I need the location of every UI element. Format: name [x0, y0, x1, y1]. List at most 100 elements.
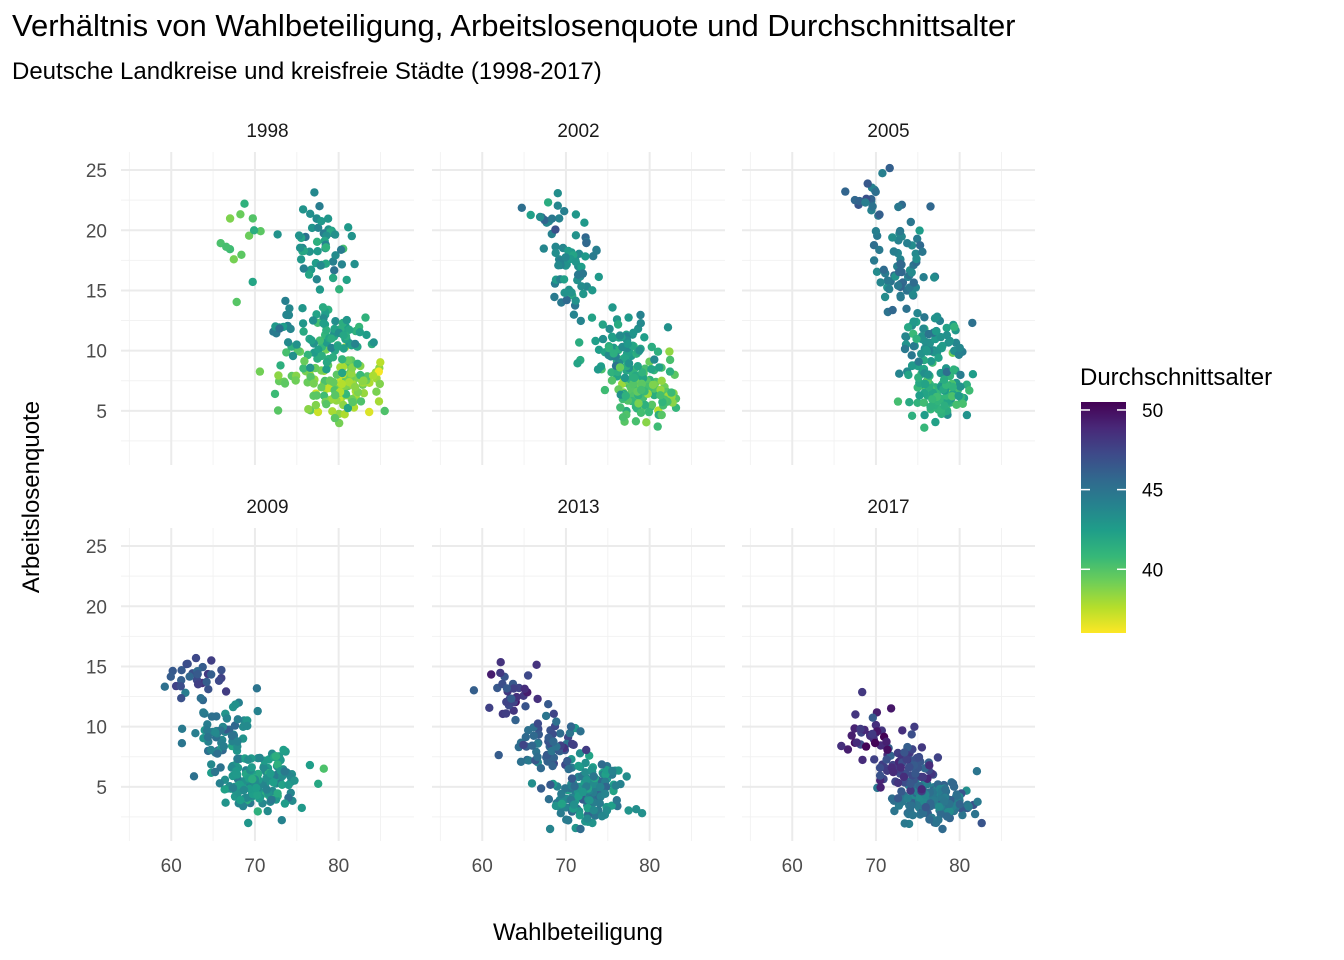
data-point [667, 388, 676, 397]
data-point [954, 350, 964, 359]
data-point [556, 809, 565, 818]
data-point [903, 323, 913, 332]
data-point [543, 198, 553, 207]
data-point [216, 763, 225, 772]
data-point [630, 373, 639, 382]
data-point [281, 296, 290, 306]
data-point [560, 288, 569, 297]
data-point [900, 819, 909, 828]
data-point [544, 700, 553, 709]
y-tick-label: 10 [86, 342, 107, 363]
data-point [573, 359, 582, 368]
data-point [575, 749, 585, 758]
data-point [934, 353, 943, 362]
data-point [344, 356, 353, 365]
data-point [563, 756, 572, 766]
x-tick-label: 70 [555, 856, 576, 877]
data-point [925, 815, 934, 824]
data-point [600, 385, 610, 395]
data-point [574, 761, 583, 771]
data-point [496, 668, 505, 678]
chart-title: Verhältnis von Wahlbeteiligung, Arbeitsl… [12, 8, 1016, 43]
data-point [263, 806, 272, 816]
data-point [533, 694, 542, 704]
data-point [233, 737, 242, 746]
data-point [316, 261, 325, 270]
facet-label: 2002 [557, 121, 599, 142]
data-point [593, 365, 603, 374]
data-point [902, 332, 911, 342]
data-point [614, 766, 623, 775]
data-point [868, 202, 877, 211]
data-point [907, 351, 916, 360]
data-point [647, 365, 656, 374]
data-point [638, 368, 647, 377]
data-point [875, 245, 884, 255]
data-point [607, 368, 616, 377]
data-point [313, 247, 322, 256]
data-point [309, 379, 318, 388]
data-point [581, 768, 590, 777]
data-point [331, 317, 340, 326]
data-point [582, 775, 591, 784]
data-point [345, 325, 354, 334]
data-point [271, 752, 281, 761]
data-point [303, 350, 312, 360]
data-point [608, 766, 617, 776]
data-point [841, 187, 850, 196]
data-point [576, 824, 585, 834]
data-point [915, 226, 924, 235]
data-point [920, 410, 929, 420]
data-point [317, 383, 326, 392]
data-point [318, 303, 328, 312]
data-point [922, 347, 932, 356]
data-point [886, 704, 896, 713]
data-point [273, 789, 282, 798]
data-point [292, 340, 301, 349]
x-tick-label: 60 [782, 856, 803, 877]
data-point [936, 332, 945, 342]
data-point [902, 304, 911, 313]
data-point [618, 413, 628, 422]
x-tick-label: 80 [639, 856, 660, 877]
data-point [851, 710, 860, 719]
data-point [913, 234, 922, 243]
data-point [569, 800, 579, 809]
data-point [624, 313, 633, 322]
data-point [955, 800, 964, 809]
data-point [502, 684, 512, 693]
legend-tick-label: 45 [1142, 481, 1163, 502]
data-point [955, 343, 964, 353]
data-point [270, 389, 280, 399]
data-point [970, 809, 980, 819]
data-point [843, 745, 853, 754]
data-point [597, 812, 607, 821]
data-point [942, 812, 952, 821]
data-point [926, 357, 936, 366]
data-point [615, 363, 625, 372]
data-point [636, 310, 645, 320]
data-point [632, 805, 641, 814]
x-tick-label: 80 [328, 856, 349, 877]
data-point [328, 257, 338, 266]
data-point [199, 708, 208, 717]
data-point [299, 327, 308, 336]
data-point [567, 739, 577, 749]
facet-label: 2017 [867, 497, 909, 518]
data-point [247, 763, 256, 772]
data-point [938, 824, 947, 834]
legend-colorbar [1081, 402, 1126, 633]
data-point [539, 244, 548, 253]
data-point [634, 399, 643, 408]
data-point [578, 269, 588, 278]
data-point [912, 254, 921, 264]
data-point [274, 371, 283, 380]
data-point [229, 255, 238, 264]
data-point [567, 774, 577, 783]
data-point [903, 239, 912, 248]
data-point [166, 672, 175, 681]
data-point [615, 331, 625, 340]
data-point [920, 313, 929, 322]
data-point [232, 767, 241, 776]
data-point [583, 814, 592, 823]
